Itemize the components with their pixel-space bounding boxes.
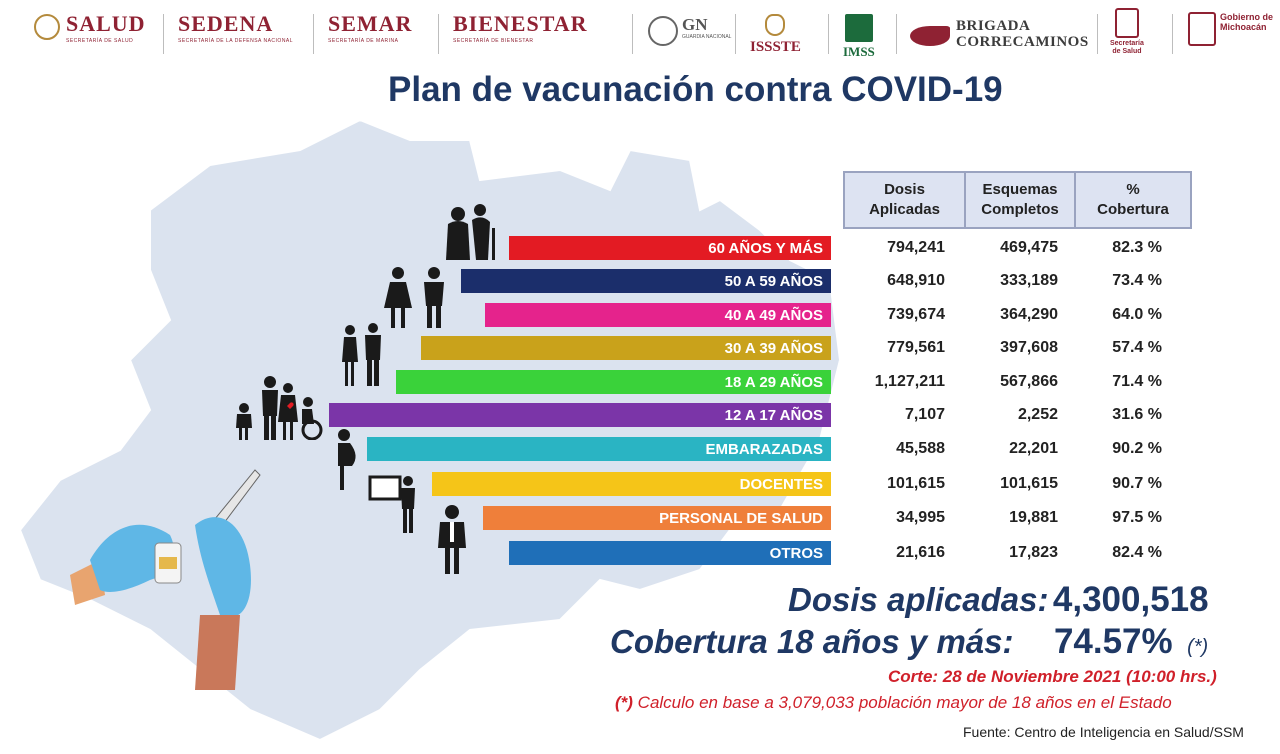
issste-logo: ISSSTE [750,14,801,62]
divider [828,14,829,54]
bar-docentes: DOCENTES [432,472,831,496]
source-note: Fuente: Centro de Inteligencia en Salud/… [963,724,1244,740]
bar-personal-de-salud: PERSONAL DE SALUD [483,506,831,530]
table-row: 739,674 364,290 64.0 % [887,306,1162,323]
teacher-icon [368,475,415,533]
semar-logo: SEMAR SECRETARÍA DE MARINA [328,11,413,45]
glove-right-icon [195,517,251,618]
imss-emblem-icon [844,14,873,42]
bar-otros: OTROS [509,541,831,565]
bar-12-17: 12 A 17 AÑOS [329,403,831,427]
table-row: 21,616 17,823 82.4 % [896,544,1162,561]
cobertura-total-value: 74.57% [1053,622,1173,661]
adult-couple-icon [384,267,444,328]
vaccination-table: Dosis Aplicadas Esquemas Completos % Cobert… [843,171,1192,229]
header-esquemas: Esquemas Completos [966,173,1076,227]
cobertura-total: Cobertura 18 años y más: 74.57% (*) [610,622,1209,661]
header-cobertura: % Cobertura [1097,181,1169,218]
gobierno-logo: Gobierno de Michoacán [1188,12,1273,60]
salud-logo: SALUD SECRETARÍA DE SALUD [34,12,146,60]
bar-18-29: 18 A 29 AÑOS [396,370,831,394]
divider [438,14,439,54]
vaccine-hands-illustration [70,469,261,690]
health-worker-icon [438,505,466,574]
table-row: 34,995 19,881 97.5 % [896,509,1162,526]
dosis-total: Dosis aplicadas: 4,300,518 [788,580,1209,619]
michoacan-shield-icon [1188,12,1216,46]
imss-logo: IMSS [843,14,875,62]
divider [313,14,314,54]
pregnant-woman-icon [338,429,356,490]
salud-logo-text: SALUD [66,11,146,36]
table-row: 794,241 469,475 82.3 % [887,239,1162,256]
divider [1097,14,1098,54]
bar-50-59: 50 A 59 AÑOS [461,269,831,293]
forearm-icon [195,615,240,690]
table-header-row: Dosis Aplicadas Esquemas Completos % Cobert… [843,171,1192,229]
sedena-logo: SEDENA SECRETARÍA DE LA DEFENSA NACIONAL [178,11,294,45]
dosis-total-value: 4,300,518 [1052,580,1209,619]
footnote: (*) Calculo en base a 3,079,033 població… [615,693,1172,712]
divider [896,14,897,54]
bar-40-49: 40 A 49 AÑOS [485,303,831,327]
ssm-logo: Secretaría de Salud [1110,8,1144,56]
mexico-seal-icon [34,14,60,40]
bar-60-y-mas: 60 AÑOS Y MÁS [509,236,831,260]
table-row: 779,561 397,608 57.4 % [887,339,1162,356]
cutoff-date: Corte: 28 de Noviembre 2021 (10:00 hrs.) [888,667,1217,686]
table-row: 7,107 2,252 31.6 % [904,406,1162,423]
header-dosis: Dosis Aplicadas [845,173,966,227]
divider [1172,14,1173,54]
brigada-logo: BRIGADA CORRECAMINOS [910,18,1089,66]
issste-emblem-icon [765,14,786,36]
elderly-couple-icon [446,204,495,260]
bienestar-logo: BIENESTAR SECRETARÍA DE BIENESTAR [453,11,588,45]
table-row: 101,615 101,615 90.7 % [887,475,1162,492]
divider [163,14,164,54]
divider [735,14,736,54]
divider [632,14,633,54]
young-adults-icon [342,323,381,386]
michoacan-shield-icon [1114,8,1139,38]
family-disability-icon [236,376,323,440]
table-row: 648,910 333,189 73.4 % [887,272,1162,289]
logo-strip: SALUD SECRETARÍA DE SALUD SEDENA SECRETA… [0,0,1280,66]
table-row: 1,127,211 567,866 71.4 % [874,373,1162,390]
roadrunner-icon [910,26,950,46]
gn-seal-icon [648,16,678,46]
gn-logo: GN GUARDIA NACIONAL [648,16,731,64]
page-title: Plan de vacunación contra COVID-19 [388,70,1003,109]
table-row: 45,588 22,201 90.2 % [896,440,1162,457]
glove-left-icon [90,524,174,592]
bar-embarazadas: EMBARAZADAS [367,437,831,461]
bar-30-39: 30 A 39 AÑOS [421,336,831,360]
